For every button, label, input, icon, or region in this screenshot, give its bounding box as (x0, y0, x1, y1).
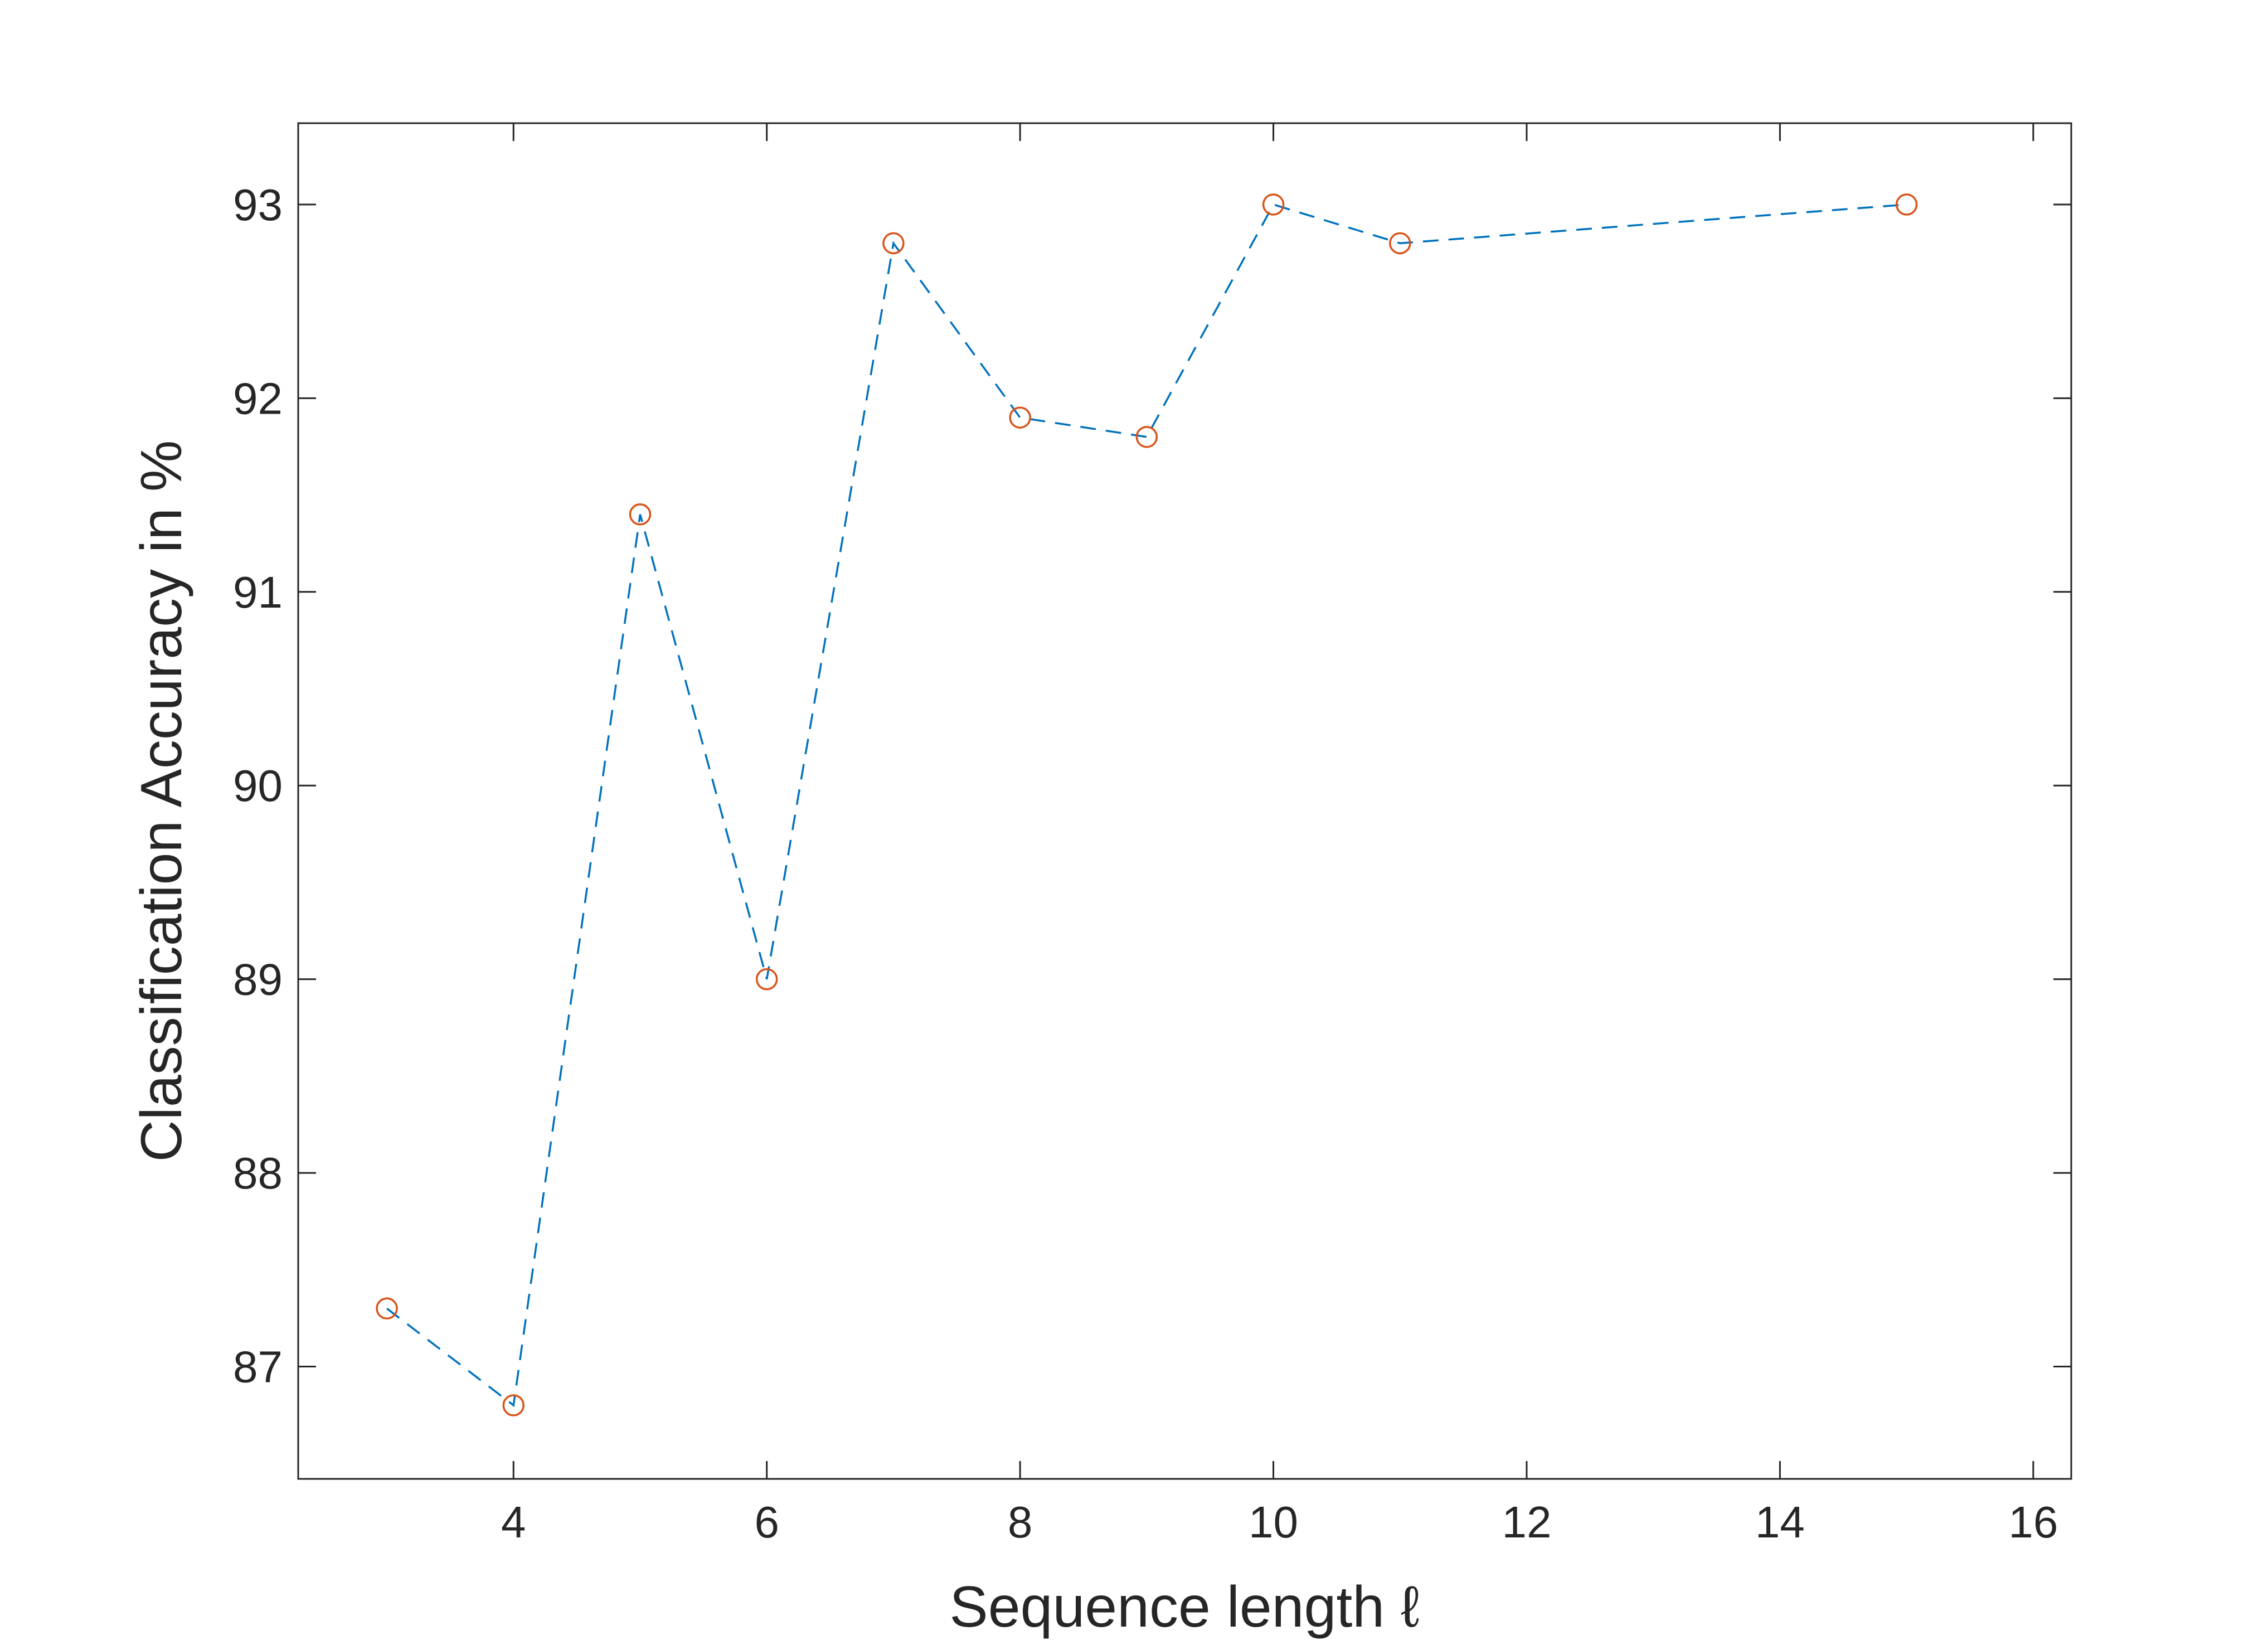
y-tick-label: 92 (233, 373, 283, 423)
tick-labels: 4 6 8 10 12 14 16 87 88 89 90 91 92 93 (233, 180, 2058, 1547)
x-tick-label: 16 (2008, 1497, 2058, 1547)
x-tick-label: 14 (1755, 1497, 1805, 1547)
y-tick-label: 93 (233, 180, 283, 230)
data-point-marker (1895, 193, 1918, 216)
y-tick-label: 91 (233, 567, 283, 617)
data-point-marker (1389, 232, 1411, 255)
x-tick-label: 10 (1249, 1497, 1298, 1547)
data-point-marker (376, 1297, 398, 1320)
axes-box (297, 122, 2072, 1480)
y-tick-label: 90 (233, 761, 283, 811)
series-line (386, 203, 1907, 1408)
data-point-marker (882, 232, 905, 255)
markers (376, 193, 1918, 1416)
ticks (298, 123, 2071, 1479)
x-tick-label: 12 (1502, 1497, 1551, 1547)
data-point-marker (755, 968, 778, 991)
data-point-marker (1009, 406, 1031, 429)
data-point-marker (502, 1394, 525, 1416)
y-tick-label: 88 (233, 1148, 283, 1198)
x-tick-label: 4 (501, 1497, 526, 1547)
y-tick-label: 89 (233, 955, 283, 1005)
x-axis-label: Sequence length ℓ (949, 1575, 1419, 1639)
data-point-marker (1262, 193, 1285, 216)
x-tick-label: 8 (1008, 1497, 1033, 1547)
x-tick-label: 6 (754, 1497, 779, 1547)
data-point-marker (629, 503, 652, 526)
data-point-marker (1135, 426, 1158, 448)
plot-area: 4 6 8 10 12 14 16 87 88 89 90 91 92 93 (233, 122, 2072, 1547)
y-axis-label: Classification Accuracy in % (129, 440, 194, 1162)
y-tick-label: 87 (233, 1342, 283, 1391)
